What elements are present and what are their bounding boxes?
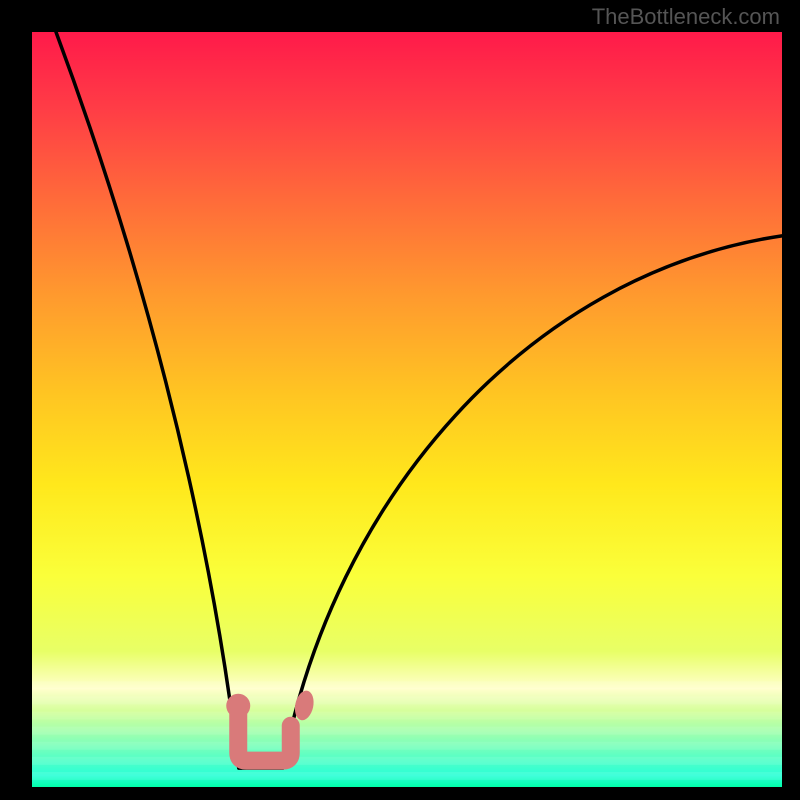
curve-overlay — [32, 32, 782, 787]
chart-container: TheBottleneck.com — [0, 0, 800, 800]
watermark-text: TheBottleneck.com — [592, 4, 780, 30]
plot-area — [32, 32, 782, 787]
bottleneck-marker — [226, 689, 316, 761]
bottleneck-curve — [56, 32, 782, 768]
